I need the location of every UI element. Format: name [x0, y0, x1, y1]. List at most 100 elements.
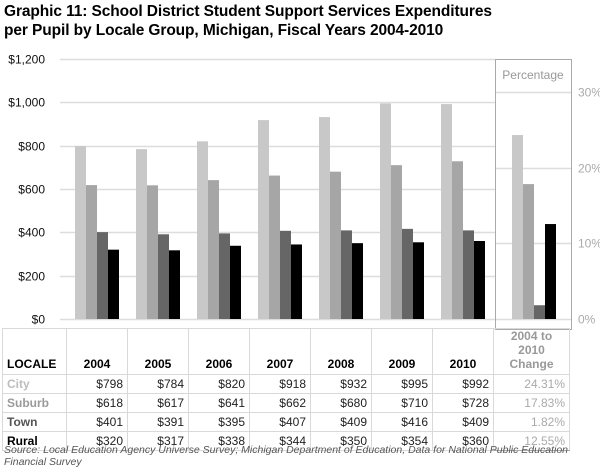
percentage-bar-suburb	[523, 184, 534, 319]
percentage-tick-label: 10%	[578, 237, 600, 251]
table-cell: $409	[432, 412, 494, 432]
bar-city-2010	[441, 104, 452, 319]
bar-suburb-2009	[391, 165, 402, 319]
bar-rural-2006	[230, 245, 241, 319]
percentage-tick-label: 0%	[578, 313, 596, 327]
y-tick-label: $200	[18, 270, 45, 284]
bar-suburb-2005	[147, 185, 158, 319]
change-header-line-1: 2004 to 2010	[510, 329, 553, 357]
table-cell: $992	[432, 374, 494, 394]
year-header: 2005	[127, 328, 189, 375]
percentage-bars	[512, 135, 556, 319]
table-cell: $618	[66, 393, 128, 413]
row-label: Town	[2, 412, 67, 432]
row-label: Suburb	[2, 393, 67, 413]
bar-suburb-2007	[269, 175, 280, 319]
table-cell: $395	[188, 412, 250, 432]
year-header: 2007	[249, 328, 311, 375]
table-cell: $354	[371, 431, 433, 451]
table-cell: $820	[188, 374, 250, 394]
year-header: 2010	[432, 328, 494, 375]
table-cell: $409	[310, 412, 372, 432]
chart-title-line-2: per Pupil by Locale Group, Michigan, Fis…	[4, 22, 444, 39]
percentage-tick-label: 20%	[578, 162, 600, 176]
table-cell: $407	[249, 412, 311, 432]
bar-rural-2008	[352, 243, 363, 319]
y-tick-label: $1,200	[8, 53, 45, 67]
table-cell: $317	[127, 431, 189, 451]
bar-town-2007	[280, 230, 291, 319]
table-row: City $798 $784 $820 $918 $932 $995 $992 24.31%	[2, 374, 570, 394]
table-row: Suburb $618 $617 $641 $662 $680 $710 $728 17.83%	[2, 393, 570, 413]
bar-town-2004	[97, 232, 108, 319]
source-note: Source: Local Education Agency Universe …	[4, 444, 569, 468]
y-tick-label: $600	[18, 183, 45, 197]
table-cell: $784	[127, 374, 189, 394]
change-cell: 12.55%	[493, 431, 570, 451]
change-cell: 17.83%	[493, 393, 570, 413]
bar-suburb-2010	[452, 161, 463, 319]
year-header: 2009	[371, 328, 433, 375]
change-header-line-2: Change	[509, 357, 554, 371]
data-table: LOCALE 2004 2005 2006 2007 2008 2009 201…	[2, 328, 570, 451]
change-header: 2004 to 2010 Change	[493, 328, 570, 375]
bar-rural-2007	[291, 244, 302, 319]
bar-town-2008	[341, 230, 352, 319]
table-cell: $918	[249, 374, 311, 394]
percentage-bar-town	[534, 305, 545, 319]
bar-city-2006	[197, 141, 208, 319]
bar-town-2006	[219, 233, 230, 319]
table-cell: $344	[249, 431, 311, 451]
table-cell: $416	[371, 412, 433, 432]
bar-rural-2004	[108, 249, 119, 319]
table-body: City $798 $784 $820 $918 $932 $995 $992 24.31% Su…	[2, 374, 570, 451]
table-cell: $798	[66, 374, 128, 394]
table-cell: $391	[127, 412, 189, 432]
year-header: 2008	[310, 328, 372, 375]
bar-town-2010	[463, 230, 474, 319]
bar-city-2008	[319, 117, 330, 319]
bar-chart: $0 $200 $400 $600 $800 $1,000 $1,200 Percentag…	[8, 53, 600, 330]
bar-city-2004	[75, 146, 86, 319]
bar-suburb-2006	[208, 180, 219, 319]
percentage-tick-label: 30%	[578, 86, 600, 100]
row-label: City	[2, 374, 67, 394]
table-header-row: LOCALE 2004 2005 2006 2007 2008 2009 201…	[2, 328, 570, 375]
chart-title-line-1: Graphic 11: School District Student Supp…	[4, 3, 492, 20]
bar-town-2009	[402, 228, 413, 319]
table-row: Rural $320 $317 $338 $344 $350 $354 $360 12.55%	[2, 431, 570, 451]
table-cell: $995	[371, 374, 433, 394]
table-cell: $320	[66, 431, 128, 451]
table-cell: $680	[310, 393, 372, 413]
bar-city-2009	[380, 103, 391, 320]
table-cell: $360	[432, 431, 494, 451]
table-cell: $662	[249, 393, 311, 413]
y-tick-label: $1,000	[8, 96, 45, 110]
table-row: Town $401 $391 $395 $407 $409 $416 $409 1.82%	[2, 412, 570, 432]
table-cell: $932	[310, 374, 372, 394]
y-tick-label: $400	[18, 226, 45, 240]
table-cell: $401	[66, 412, 128, 432]
table-cell: $338	[188, 431, 250, 451]
bars	[75, 103, 485, 320]
bar-rural-2009	[413, 242, 424, 319]
y-axis-ticks: $0 $200 $400 $600 $800 $1,000 $1,200	[8, 53, 45, 327]
bar-rural-2005	[169, 250, 180, 319]
percentage-bar-city	[512, 135, 523, 319]
bar-rural-2010	[474, 241, 485, 319]
change-cell: 24.31%	[493, 374, 570, 394]
percentage-panel-label: Percentage	[502, 68, 564, 82]
bar-city-2005	[136, 149, 147, 319]
y-tick-label: $800	[18, 140, 45, 154]
y-tick-label: $0	[32, 313, 46, 327]
bar-city-2007	[258, 120, 269, 319]
chart-title: Graphic 11: School District Student Supp…	[4, 2, 492, 40]
table-cell: $710	[371, 393, 433, 413]
bar-town-2005	[158, 234, 169, 319]
locale-header: LOCALE	[2, 328, 67, 375]
year-header: 2004	[66, 328, 128, 375]
year-header: 2006	[188, 328, 250, 375]
bar-suburb-2008	[330, 171, 341, 319]
change-cell: 1.82%	[493, 412, 570, 432]
table-cell: $728	[432, 393, 494, 413]
